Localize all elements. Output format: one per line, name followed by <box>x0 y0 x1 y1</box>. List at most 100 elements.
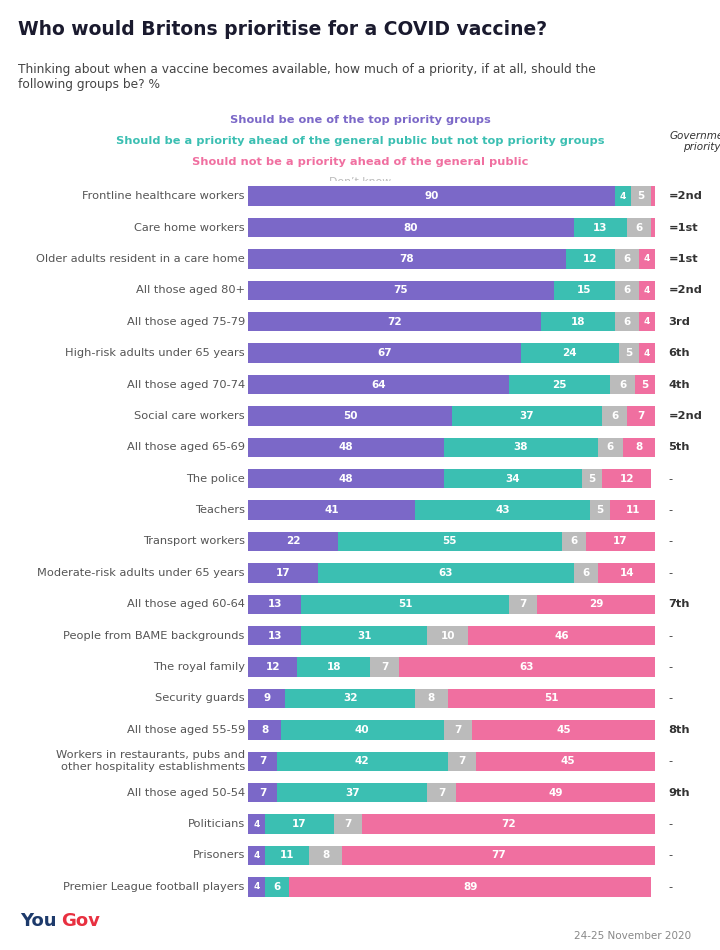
Text: 4th: 4th <box>669 380 690 389</box>
Bar <box>618 343 639 363</box>
Text: Security guards: Security guards <box>156 694 245 703</box>
Bar <box>248 312 541 332</box>
Text: 6: 6 <box>570 537 577 546</box>
Bar <box>590 501 611 520</box>
Bar <box>468 626 655 645</box>
Bar <box>248 846 265 865</box>
Text: -: - <box>669 631 672 640</box>
Text: Prisoners: Prisoners <box>192 850 245 861</box>
Text: 43: 43 <box>495 505 510 515</box>
Bar <box>444 469 582 488</box>
Bar <box>248 501 415 520</box>
Bar <box>611 501 655 520</box>
Text: 7: 7 <box>259 756 266 767</box>
Text: 48: 48 <box>338 443 354 452</box>
Bar <box>248 343 521 363</box>
Text: 10: 10 <box>441 631 455 640</box>
Text: 4: 4 <box>644 349 650 357</box>
Text: 6: 6 <box>635 222 642 233</box>
Text: =2nd: =2nd <box>669 191 703 201</box>
Text: All those aged 75-79: All those aged 75-79 <box>127 316 245 327</box>
Bar <box>248 438 444 457</box>
Text: Politicians: Politicians <box>187 819 245 829</box>
Bar <box>554 280 615 300</box>
Bar <box>248 877 265 897</box>
Text: 37: 37 <box>345 788 359 798</box>
Bar <box>248 186 615 206</box>
Text: 46: 46 <box>554 631 569 640</box>
Text: The royal family: The royal family <box>153 662 245 672</box>
Text: Workers in restaurants, pubs and
other hospitality establishments: Workers in restaurants, pubs and other h… <box>55 750 245 772</box>
Text: 6: 6 <box>582 568 590 578</box>
Text: 7: 7 <box>459 756 466 767</box>
Text: 80: 80 <box>404 222 418 233</box>
Text: High-risk adults under 65 years: High-risk adults under 65 years <box>66 348 245 358</box>
Text: Should be one of the top priority groups: Should be one of the top priority groups <box>230 115 490 125</box>
Bar <box>448 751 476 771</box>
Text: 22: 22 <box>286 537 300 546</box>
Bar <box>265 846 310 865</box>
Text: 5: 5 <box>642 380 649 389</box>
Bar <box>574 218 626 238</box>
Bar <box>639 343 655 363</box>
Text: All those aged 80+: All those aged 80+ <box>136 285 245 295</box>
Text: 6: 6 <box>623 316 630 327</box>
Bar <box>248 657 297 676</box>
Text: 4: 4 <box>253 851 260 860</box>
Text: Should be a priority ahead of the general public but not top priority groups: Should be a priority ahead of the genera… <box>116 137 604 146</box>
Text: 4: 4 <box>644 286 650 294</box>
Text: 8: 8 <box>261 725 269 735</box>
Bar <box>362 814 655 834</box>
Text: 78: 78 <box>400 254 415 264</box>
Bar <box>639 249 655 269</box>
Text: 42: 42 <box>355 756 369 767</box>
Bar <box>448 689 655 708</box>
Text: 5th: 5th <box>669 443 690 452</box>
Text: Thinking about when a vaccine becomes available, how much of a priority, if at a: Thinking about when a vaccine becomes av… <box>18 64 595 91</box>
Text: 5: 5 <box>588 474 595 484</box>
Bar <box>444 720 472 740</box>
Text: 9: 9 <box>263 694 270 703</box>
Bar <box>623 438 655 457</box>
Text: -: - <box>669 505 672 515</box>
Bar <box>248 626 301 645</box>
Bar <box>635 375 655 394</box>
Text: 45: 45 <box>557 725 571 735</box>
Text: Teachers: Teachers <box>195 505 245 515</box>
Bar <box>626 407 655 426</box>
Bar <box>444 438 598 457</box>
Bar <box>248 595 301 614</box>
Text: -: - <box>669 756 672 767</box>
Text: Should not be a priority ahead of the general public: Should not be a priority ahead of the ge… <box>192 157 528 167</box>
Bar <box>615 312 639 332</box>
Bar <box>338 532 562 551</box>
Text: People from BAME backgrounds: People from BAME backgrounds <box>63 631 245 640</box>
Bar <box>301 626 428 645</box>
Text: -: - <box>669 882 672 892</box>
Text: 13: 13 <box>268 599 282 609</box>
Text: 77: 77 <box>491 850 506 861</box>
Text: 4: 4 <box>253 883 260 891</box>
Bar <box>509 375 611 394</box>
Text: 8th: 8th <box>669 725 690 735</box>
Bar <box>342 846 655 865</box>
Bar <box>318 563 574 582</box>
Text: 11: 11 <box>280 850 294 861</box>
Text: 14: 14 <box>619 568 634 578</box>
Text: Social care workers: Social care workers <box>134 411 245 421</box>
Text: 11: 11 <box>626 505 640 515</box>
Bar <box>537 595 655 614</box>
Text: -: - <box>669 850 672 861</box>
Text: -: - <box>669 819 672 829</box>
Text: =2nd: =2nd <box>669 411 703 421</box>
Text: Older adults resident in a care home: Older adults resident in a care home <box>36 254 245 264</box>
Text: All those aged 50-54: All those aged 50-54 <box>127 788 245 798</box>
Bar <box>248 469 444 488</box>
Bar <box>248 563 318 582</box>
Bar <box>248 249 566 269</box>
Text: Care home workers: Care home workers <box>134 222 245 233</box>
Bar <box>521 343 618 363</box>
Text: 12: 12 <box>619 474 634 484</box>
Bar <box>598 563 655 582</box>
Text: 5: 5 <box>597 505 604 515</box>
